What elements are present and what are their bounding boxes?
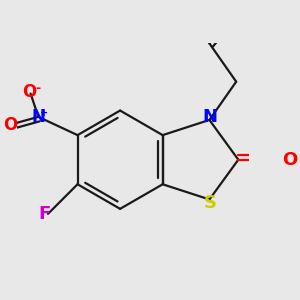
Text: N: N [202,108,217,126]
Text: S: S [204,194,217,212]
Text: F: F [38,205,50,223]
Text: N: N [32,108,45,126]
Text: +: + [40,108,48,118]
Text: -: - [36,82,41,95]
Text: O: O [282,151,297,169]
Text: O: O [22,83,36,101]
Text: O: O [3,116,17,134]
